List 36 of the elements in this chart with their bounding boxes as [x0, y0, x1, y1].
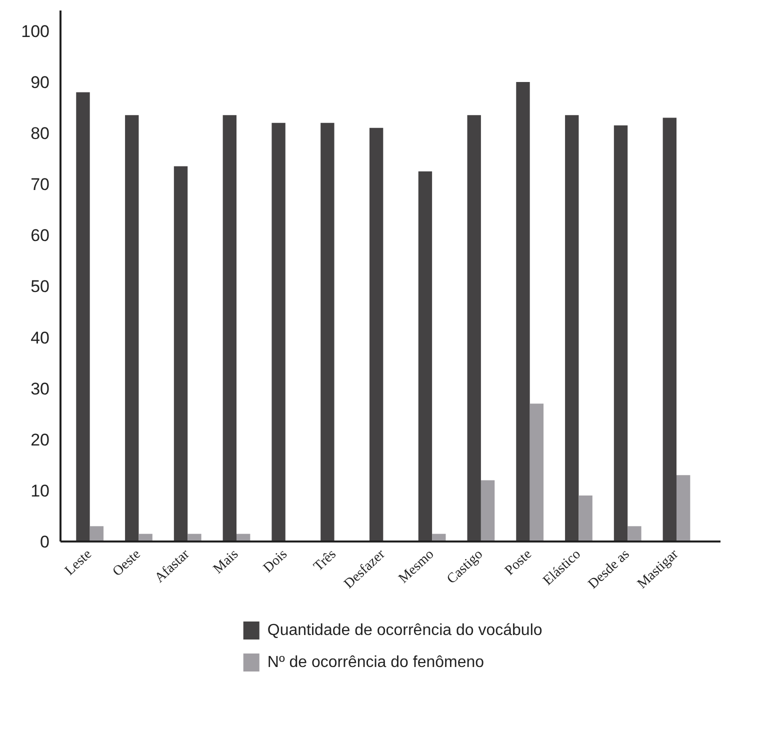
bar [272, 122, 286, 542]
x-tick-label: Oeste [110, 547, 144, 580]
x-tick-label: Mais [210, 547, 242, 578]
x-tick-label: Três [311, 547, 340, 575]
y-tick-label: 60 [30, 226, 50, 246]
y-tick-label: 40 [30, 328, 50, 348]
bar [418, 171, 432, 542]
y-tick-label: 10 [30, 481, 50, 500]
legend-label: Quantidade de ocorrência do vocábulo [267, 622, 542, 639]
bar [125, 115, 139, 542]
bar [676, 475, 690, 542]
bar [662, 118, 676, 542]
bar [369, 128, 384, 542]
bar [565, 115, 579, 542]
bar [480, 480, 495, 542]
x-tick-label: Dois [260, 547, 290, 576]
y-tick-label: 30 [30, 379, 50, 398]
bar [320, 122, 334, 542]
bar [174, 166, 188, 542]
y-tick-label: 70 [30, 175, 50, 194]
bar [530, 404, 544, 542]
bar [628, 526, 642, 542]
bar [614, 125, 628, 542]
y-tick-label: 100 [21, 22, 50, 41]
y-tick-label: 90 [30, 72, 50, 92]
y-tick-label: 50 [30, 277, 50, 296]
bar [516, 82, 530, 542]
y-tick-label: 0 [40, 532, 50, 552]
bar [90, 526, 104, 542]
bar [467, 115, 481, 542]
bar [76, 92, 90, 542]
legend-label: Nº de ocorrência do fenômeno [267, 654, 484, 671]
bar [222, 115, 236, 542]
y-tick-label: 80 [30, 124, 50, 144]
bar [578, 496, 592, 542]
y-tick-label: 20 [30, 430, 50, 450]
